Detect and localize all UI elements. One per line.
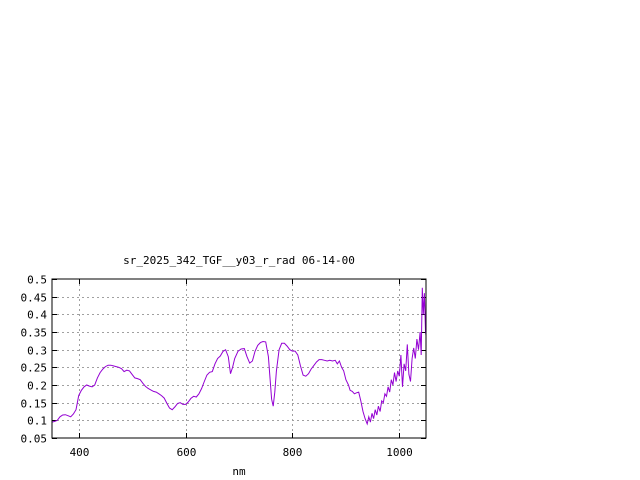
- y-tick-label: 0.45: [21, 292, 48, 305]
- chart-title: sr_2025_342_TGF__y03_r_rad 06-14-00: [123, 254, 355, 267]
- x-axis-label: nm: [232, 465, 246, 478]
- y-axis-ticks: 0.05 0.1 0.15 0.2 0.25 0.3 0.35 0.4 0.45 0.5: [21, 274, 426, 446]
- y-tick-label: 0.15: [21, 398, 48, 411]
- plot-frame: [51, 278, 427, 439]
- grid-lines: [52, 279, 426, 438]
- x-tick-label: 800: [283, 446, 303, 459]
- y-tick-label: 0.3: [27, 345, 47, 358]
- y-tick-label: 0.05: [21, 433, 48, 446]
- y-tick-label: 0.25: [21, 362, 48, 375]
- y-tick-label: 0.5: [27, 274, 47, 287]
- series-line: [51, 287, 427, 426]
- y-tick-label: 0.2: [27, 380, 47, 393]
- x-tick-label: 400: [70, 446, 90, 459]
- x-tick-label: 600: [177, 446, 197, 459]
- x-axis-ticks: 400 600 800 1000: [70, 279, 413, 459]
- x-tick-label: 1000: [386, 446, 413, 459]
- y-tick-label: 0.4: [27, 309, 47, 322]
- y-tick-label: 0.35: [21, 327, 48, 340]
- y-tick-label: 0.1: [27, 415, 47, 428]
